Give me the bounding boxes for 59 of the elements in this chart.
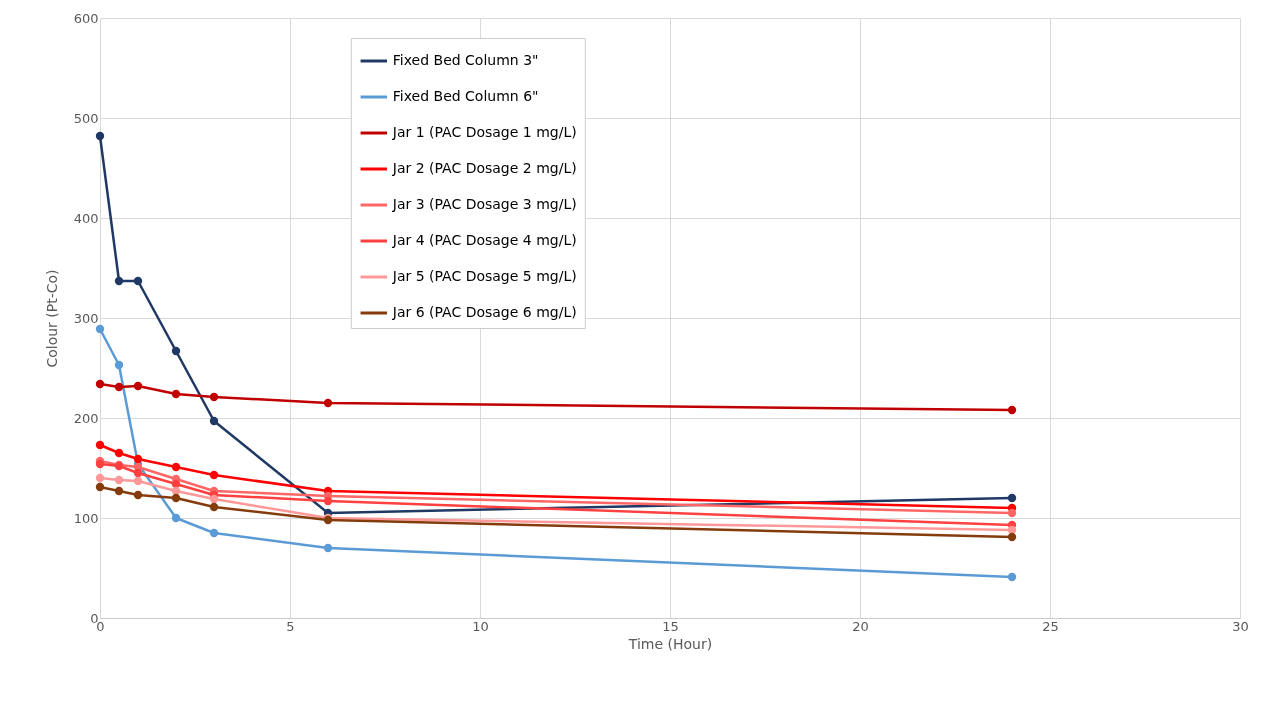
point [114, 382, 124, 392]
point [171, 389, 181, 399]
point [95, 482, 105, 492]
point [114, 276, 124, 286]
x-tick-label: 30 [1232, 618, 1249, 634]
legend-label: Jar 1 (PAC Dosage 1 mg/L) [391, 124, 577, 140]
point [323, 496, 333, 506]
point [323, 398, 333, 408]
point [209, 416, 219, 426]
y-tick-label: 200 [73, 410, 99, 426]
legend-label: Jar 3 (PAC Dosage 3 mg/L) [391, 196, 577, 212]
point [323, 543, 333, 553]
y-tick-label: 100 [73, 510, 99, 526]
point [95, 473, 105, 483]
point [1007, 532, 1017, 542]
x-tick-label: 10 [472, 618, 489, 634]
x-tick-label: 15 [662, 618, 679, 634]
point [133, 476, 143, 486]
point [209, 502, 219, 512]
legend-label: Jar 2 (PAC Dosage 2 mg/L) [391, 160, 577, 176]
y-tick-label: 500 [73, 110, 99, 126]
point [133, 468, 143, 478]
point [133, 490, 143, 500]
point [95, 324, 105, 334]
legend-label: Fixed Bed Column 6" [392, 88, 539, 104]
legend-label: Jar 5 (PAC Dosage 5 mg/L) [391, 268, 577, 284]
point [1007, 493, 1017, 503]
point [209, 392, 219, 402]
point [133, 454, 143, 464]
point [1007, 405, 1017, 415]
point [114, 360, 124, 370]
point [171, 493, 181, 503]
legend-label: Jar 4 (PAC Dosage 4 mg/L) [391, 232, 577, 248]
y-axis-title: Colour (Pt-Co) [43, 269, 60, 368]
x-tick-label: 20 [852, 618, 869, 634]
legend-label: Jar 6 (PAC Dosage 6 mg/L) [391, 304, 577, 320]
y-tick-label: 600 [73, 10, 99, 26]
point [1007, 572, 1017, 582]
legend-label: Fixed Bed Column 3" [392, 52, 539, 68]
point [133, 381, 143, 391]
point [95, 440, 105, 450]
point [114, 475, 124, 485]
point [209, 528, 219, 538]
point [171, 462, 181, 472]
point [114, 486, 124, 496]
point [133, 276, 143, 286]
point [95, 379, 105, 389]
point [209, 470, 219, 480]
x-tick-label: 25 [1042, 618, 1059, 634]
point [209, 494, 219, 504]
x-axis-title: Time (Hour) [627, 635, 713, 652]
point [171, 513, 181, 523]
point [171, 346, 181, 356]
x-tick-label: 5 [286, 618, 295, 634]
point [95, 131, 105, 141]
point [114, 448, 124, 458]
y-tick-label: 300 [73, 310, 99, 326]
y-tick-label: 400 [73, 210, 99, 226]
point [1007, 508, 1017, 518]
